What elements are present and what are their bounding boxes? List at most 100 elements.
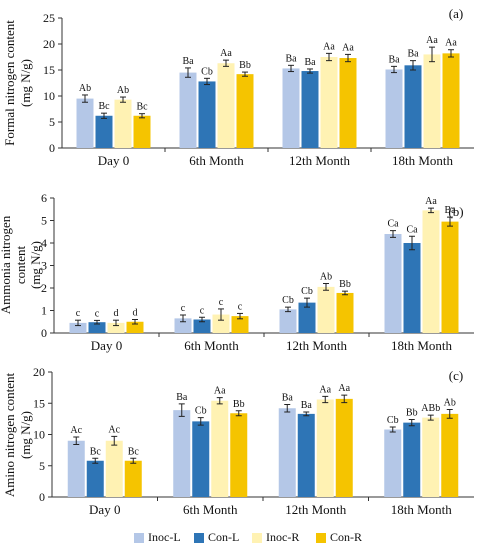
bar-inoc-l-day-0 [69,322,87,333]
bar-data-label: c [238,301,243,312]
bar-data-label: Bb [339,279,351,290]
bar-data-label: Ca [387,219,399,230]
bar-con-r-18th-month [442,53,460,148]
bar-data-label: ABb [421,403,440,414]
bar-inoc-l-18th-month [384,429,402,497]
y-axis-label: (mg N/g) [28,241,43,289]
bar-con-r-day-0 [133,115,151,148]
y-tick-label: 5 [39,459,45,473]
legend-label-inoc-r: Inoc-R [266,530,300,544]
bar-data-label: c [95,308,100,319]
bar-data-label: Aa [220,48,232,59]
chart-panel-1: 0 5 10 15 20 25 Formal nitrogen content (mg N/g… [2,6,474,168]
bar-inoc-r-6th-month [217,63,235,148]
x-tick-label-6th-month: 6th Month [183,502,238,517]
bar-data-label: c [219,297,224,308]
y-tick-label: 3 [41,259,47,273]
x-tick-label-18th-month: 18th Month [391,502,453,517]
bar-inoc-r-6th-month [212,314,230,333]
bar-data-label: Aa [214,386,226,397]
bar-inoc-r-6th-month [211,400,229,497]
bar-data-label: Ab [117,85,129,96]
bar-data-label: Ab [320,272,332,283]
x-tick-label-12th-month: 12th Month [285,502,347,517]
y-tick-label: 1 [41,304,47,318]
bar-inoc-r-12th-month [320,57,338,148]
x-tick-label-12th-month: 12th Month [286,338,348,353]
bar-inoc-l-12th-month [278,408,296,497]
y-axis-label: Amino nitrogen content [2,373,17,498]
x-tick-label-day-0: Day 0 [91,338,122,353]
x-tick-label-18th-month: 18th Month [391,338,453,353]
y-tick-label: 4 [41,236,47,250]
bar-data-label: Ba [388,54,400,65]
legend-item-inoc-r: Inoc-R [252,530,299,545]
bar-data-label: Aa [426,35,438,46]
y-tick-label: 10 [43,89,55,103]
legend-label-inoc-l: Inoc-L [148,530,181,544]
bar-con-l-day-0 [86,460,104,497]
bar-inoc-l-12th-month [279,309,297,333]
bar-data-label: Bc [128,446,140,457]
x-tick-label-day-0: Day 0 [98,153,129,168]
bar-data-label: Bc [98,101,110,112]
legend-item-inoc-l: Inoc-L [134,530,181,545]
y-axis-label: (mg N/g) [18,411,33,459]
bar-data-label: Aa [425,196,437,207]
bar-con-l-6th-month [192,421,210,497]
y-axis-label: Formal nitrogen content [2,20,17,146]
bar-con-l-day-0 [88,322,106,333]
y-tick-label: 15 [33,396,45,410]
bar-data-label: Ba [176,392,188,403]
x-tick-label-18th-month: 18th Month [392,153,454,168]
y-tick-label: 0 [41,326,47,340]
legend-item-con-l: Con-L [194,530,239,545]
bar-con-r-12th-month [335,398,353,497]
x-tick-label-6th-month: 6th Month [189,153,244,168]
bar-data-label: Bc [136,102,148,113]
bar-data-label: Ab [444,398,456,409]
bar-data-label: Cb [301,286,313,297]
bar-inoc-r-day-0 [114,99,132,148]
bar-inoc-r-day-0 [107,322,125,333]
x-tick-label-day-0: Day 0 [89,502,120,517]
y-tick-label: 10 [33,428,45,442]
bar-data-label: Aa [445,38,457,49]
bar-inoc-l-day-0 [76,98,94,148]
bar-con-r-12th-month [336,292,354,333]
bar-data-label: Aa [338,383,350,394]
legend-swatch-inoc-l [134,532,144,543]
y-tick-label: 2 [41,281,47,295]
bar-data-label: Cb [195,406,207,417]
bar-inoc-l-6th-month [179,72,197,148]
bar-data-label: Ba [285,53,297,64]
bar-data-label: Aa [319,384,331,395]
bar-data-label: Cb [201,66,213,77]
bar-data-label: Bb [406,408,418,419]
bar-inoc-l-6th-month [173,410,191,497]
bar-data-label: Ba [282,393,294,404]
bar-con-l-18th-month [404,65,422,148]
bar-con-l-18th-month [403,243,421,333]
panel-label: (a) [449,6,463,21]
y-tick-label: 0 [39,490,45,504]
y-tick-label: 5 [41,214,47,228]
bar-data-label: Ca [406,224,418,235]
bar-data-label: Ba [407,49,419,60]
bar-inoc-r-12th-month [317,286,335,333]
bar-inoc-l-18th-month [384,234,402,333]
legend-label-con-l: Con-L [208,530,240,544]
bar-con-r-12th-month [339,58,357,148]
y-axis-label: (mg N/g) [18,59,33,107]
bar-data-label: c [200,305,205,316]
bar-inoc-r-day-0 [105,440,123,497]
bar-con-r-18th-month [441,413,459,497]
bar-data-label: Ac [70,425,82,436]
bar-data-label: Aa [342,42,354,53]
bar-data-label: Bb [239,60,251,71]
bar-data-label: d [114,308,119,319]
bar-con-r-6th-month [236,74,254,148]
bar-inoc-r-18th-month [422,210,440,333]
bar-con-l-12th-month [297,413,315,497]
